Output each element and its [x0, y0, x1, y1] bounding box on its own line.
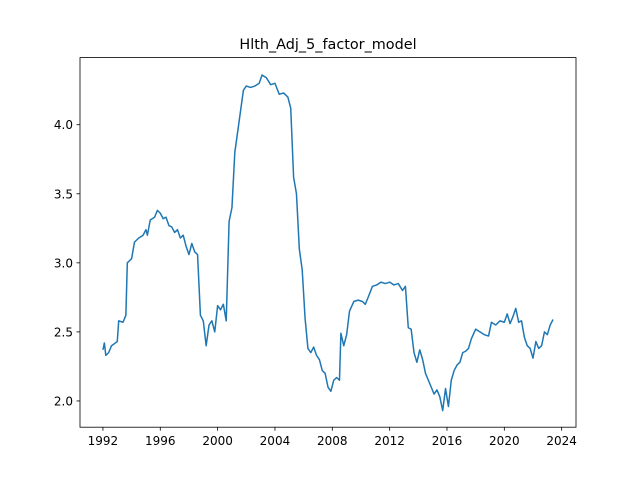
- y-tick-label: 3.0: [54, 256, 73, 270]
- line-series: [102, 74, 554, 412]
- x-tick-label: 1996: [145, 434, 176, 448]
- x-tick-label: 2000: [202, 434, 233, 448]
- y-tick-label: 4.0: [54, 118, 73, 132]
- y-tick-label: 2.5: [54, 325, 73, 339]
- x-tick-label: 2016: [432, 434, 463, 448]
- y-tick-label: 2.0: [54, 394, 73, 408]
- x-tick-label: 2004: [260, 434, 291, 448]
- y-tick-label: 3.5: [54, 187, 73, 201]
- x-tick-label: 2024: [546, 434, 577, 448]
- plot-frame: [79, 57, 577, 428]
- chart-title: Hlth_Adj_5_factor_model: [239, 37, 416, 53]
- x-tick-label: 1992: [88, 434, 119, 448]
- x-tick-label: 2020: [489, 434, 520, 448]
- x-tick-label: 2012: [374, 434, 405, 448]
- x-tick-label: 2008: [317, 434, 348, 448]
